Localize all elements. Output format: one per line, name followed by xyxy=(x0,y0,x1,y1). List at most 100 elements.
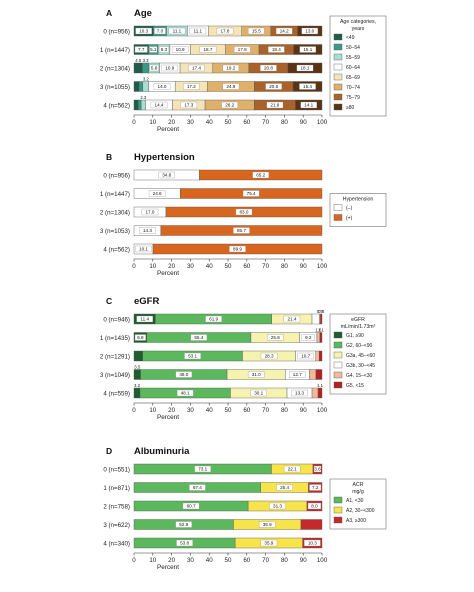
bar-segment xyxy=(317,387,323,399)
legend-swatch xyxy=(333,351,343,359)
data-label: 73.1 xyxy=(198,467,207,472)
x-tick-label: 10 xyxy=(149,263,156,270)
row-label: 4 (n=340) xyxy=(103,540,130,547)
bar-segment xyxy=(316,332,321,343)
data-label-box xyxy=(266,101,284,109)
data-label: 6.8 xyxy=(137,335,144,340)
panel-letter: B xyxy=(106,152,112,162)
data-label: 30.1 xyxy=(254,391,263,396)
x-tick-label: 50 xyxy=(225,119,232,126)
data-label: 15.1 xyxy=(303,47,312,52)
legend-swatch xyxy=(333,73,343,81)
data-label: 31.0 xyxy=(252,372,261,377)
x-tick-label: 40 xyxy=(206,407,213,414)
legend-swatch xyxy=(333,63,343,71)
x-tick-label: 50 xyxy=(225,407,232,414)
legend-swatch xyxy=(333,496,343,504)
x-tick-label: 90 xyxy=(300,119,307,126)
data-label-box xyxy=(222,64,240,72)
data-label: 35.9 xyxy=(263,522,272,527)
data-label-box xyxy=(258,521,276,528)
legend-swatch xyxy=(333,33,343,41)
bar-segment xyxy=(133,62,143,74)
bar-segment xyxy=(142,81,150,92)
data-label: 18.4 xyxy=(272,47,281,52)
data-label-box xyxy=(158,46,170,53)
data-label-box xyxy=(269,502,286,510)
data-label-box xyxy=(304,539,321,547)
legend-entry: (–) xyxy=(346,206,352,212)
panel-title: Hypertension xyxy=(134,152,195,163)
data-label: 14.0 xyxy=(158,84,167,89)
bar-segment xyxy=(133,81,140,92)
x-tick-label: 10 xyxy=(149,557,156,564)
x-tick-label: 80 xyxy=(281,119,288,126)
data-label: 25.9 xyxy=(271,335,280,340)
data-label: 17.3 xyxy=(184,103,193,108)
legend-entry: G1, ≥90 xyxy=(346,333,364,339)
legend-title: Age categories, xyxy=(340,19,376,25)
bar-segment xyxy=(133,369,141,380)
x-tick-label: 60 xyxy=(243,263,250,270)
data-label: 20.8 xyxy=(264,66,273,71)
x-tick-label: 30 xyxy=(187,119,194,126)
data-label-box xyxy=(139,227,156,234)
legend-title: mg/g xyxy=(352,489,364,495)
legend-entry: 70–74 xyxy=(346,85,360,91)
legend-title: ACR xyxy=(353,482,364,488)
data-label-box xyxy=(184,352,201,360)
data-label-box xyxy=(199,46,217,53)
data-label: 75.4 xyxy=(247,191,256,196)
x-tick-label: 70 xyxy=(262,557,269,564)
data-label: 53.8 xyxy=(180,541,189,546)
x-axis-label: Percent xyxy=(157,270,179,277)
x-tick-label: 10 xyxy=(149,119,156,126)
data-label-box xyxy=(289,371,306,378)
data-label: 35.9 xyxy=(264,541,273,546)
bar-segment xyxy=(320,313,323,325)
data-label: 48.1 xyxy=(181,391,190,396)
bar-segment xyxy=(315,350,320,362)
data-label: 17.2 xyxy=(187,84,196,89)
panel-title: Albuminuria xyxy=(134,446,190,457)
data-label: 12.7 xyxy=(293,372,302,377)
x-tick-label: 0 xyxy=(132,119,136,126)
data-label-box xyxy=(252,171,269,179)
row-label: 0 (n=551) xyxy=(103,466,130,473)
data-label-box xyxy=(134,334,146,341)
row-label: 2 (n=758) xyxy=(103,503,130,510)
data-label: 13.0 xyxy=(305,29,314,34)
data-label-box xyxy=(149,64,159,72)
data-label: 17.4 xyxy=(192,66,201,71)
data-label: 24.6 xyxy=(153,191,162,196)
data-label-box xyxy=(148,190,166,197)
row-label: 4 (n=559) xyxy=(103,390,130,397)
data-label-box xyxy=(267,334,284,341)
data-label: 60.7 xyxy=(187,504,196,509)
panel-title: Age xyxy=(134,8,152,19)
panel-letter: C xyxy=(106,296,112,306)
data-label: 5.1 xyxy=(150,47,157,52)
row-label: 2 (n=1304) xyxy=(100,65,130,72)
data-label: 11.1 xyxy=(173,29,182,34)
bar-segment xyxy=(142,62,149,74)
data-label-box xyxy=(189,484,206,491)
row-label: 2 (n=1304) xyxy=(100,209,130,216)
legend-title: mL/min/1.73m² xyxy=(341,324,376,330)
data-label-box xyxy=(276,484,293,491)
legend-entry: 55–59 xyxy=(346,55,360,61)
data-label: 13.3 xyxy=(295,391,304,396)
data-label: 28.3 xyxy=(265,354,274,359)
row-label: 3 (n=1049) xyxy=(100,372,130,379)
data-label-box xyxy=(250,389,267,397)
bar-segment xyxy=(133,387,141,399)
data-label: 10.3 xyxy=(139,29,148,34)
data-label: 7.7 xyxy=(138,47,145,52)
data-label-box xyxy=(233,227,250,234)
data-label: 17.0 xyxy=(146,210,155,215)
bar-segment xyxy=(140,99,146,111)
data-label-box xyxy=(301,334,315,341)
data-label-box xyxy=(260,64,277,72)
